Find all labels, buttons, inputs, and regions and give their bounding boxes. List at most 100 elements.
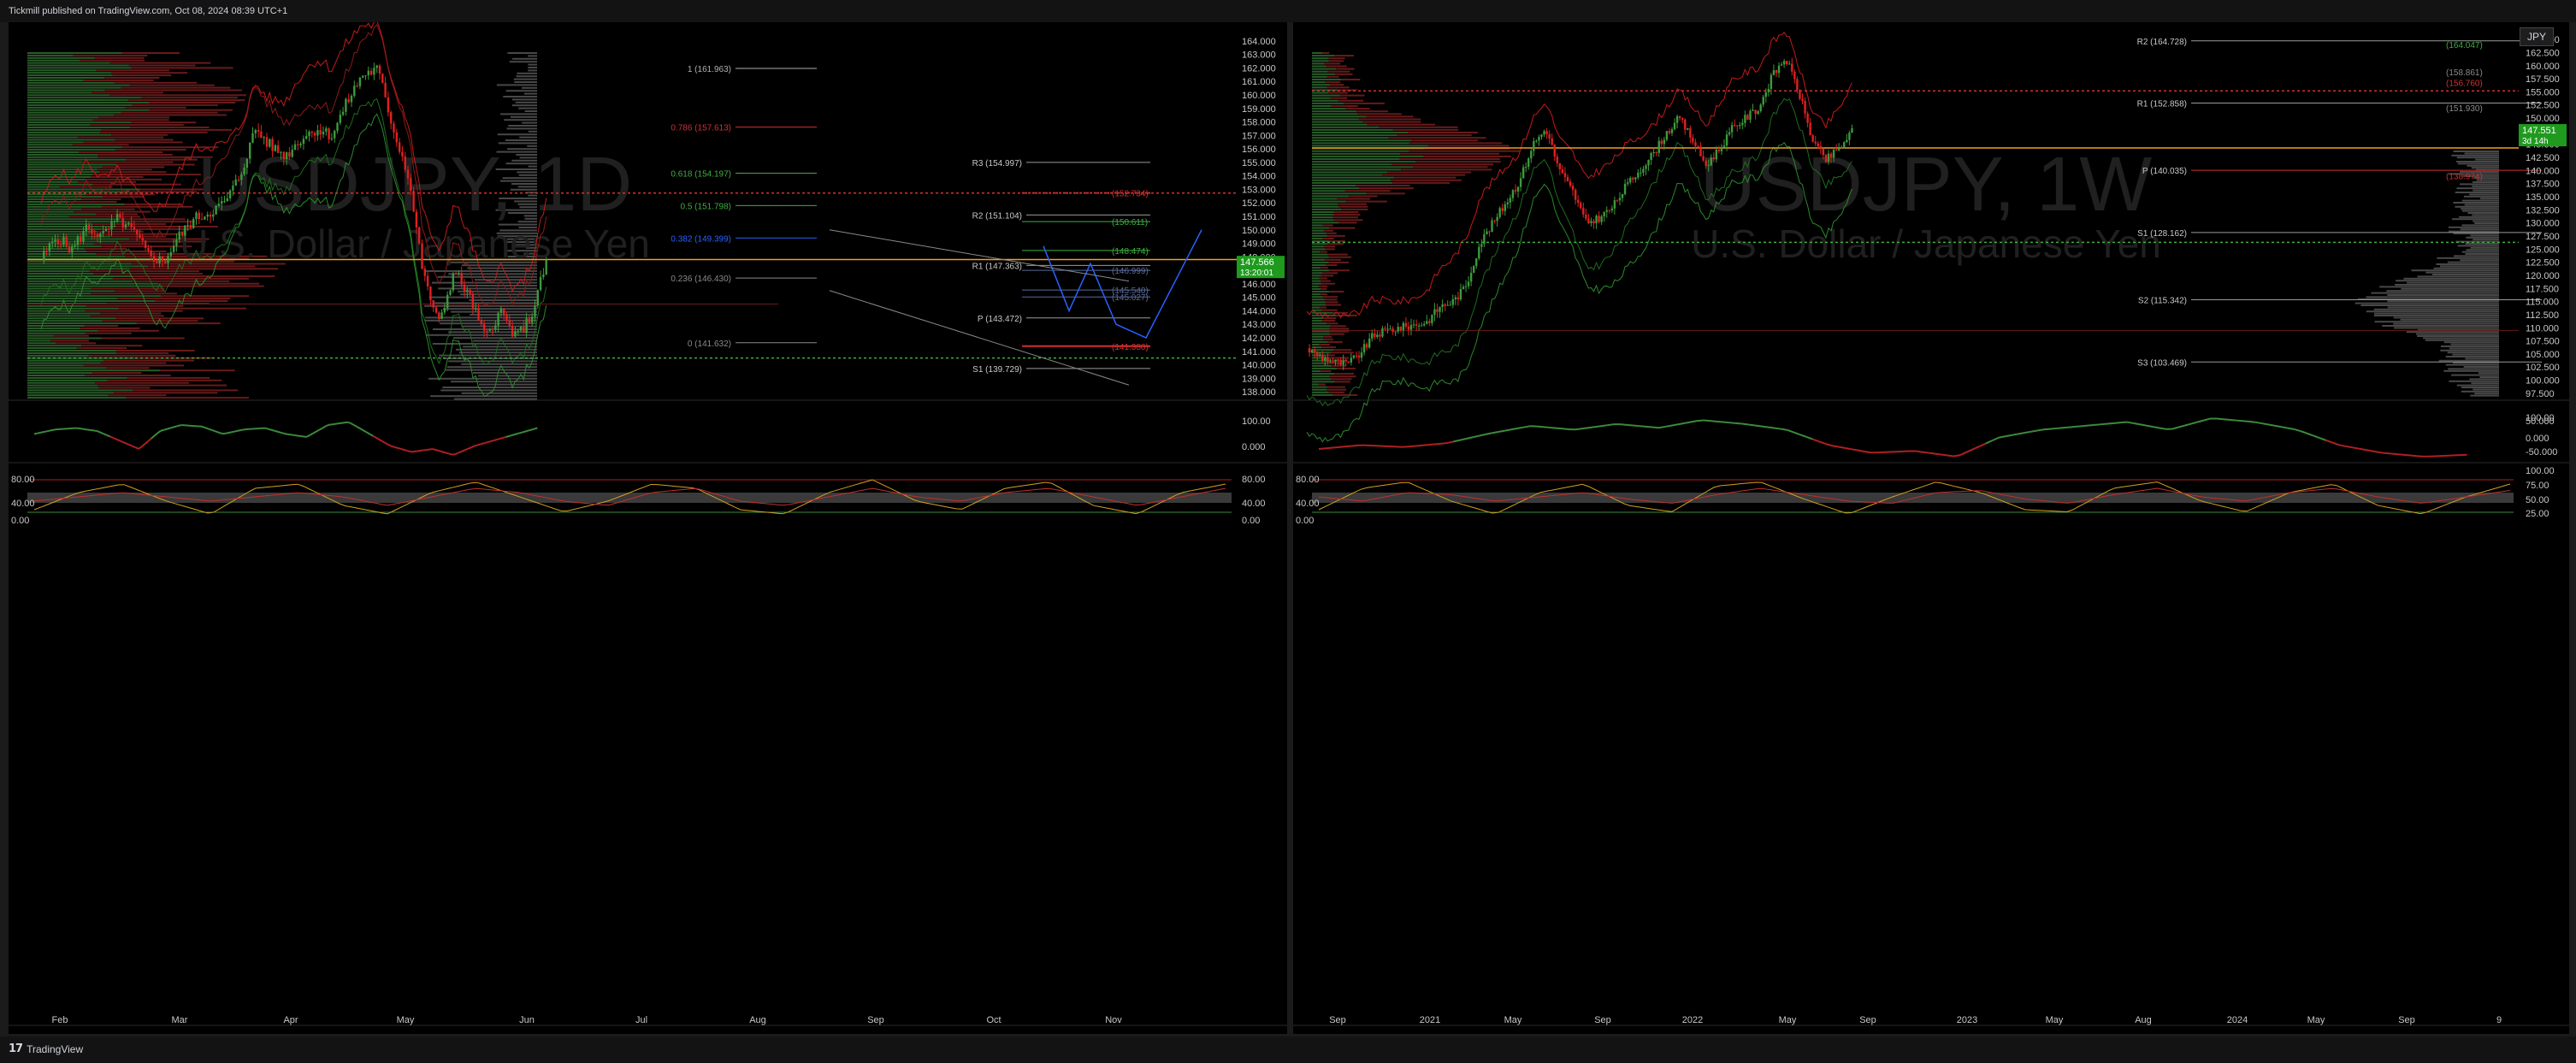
volume-profile-right-bar (527, 145, 537, 147)
volume-profile-buy-bar (1312, 134, 1397, 137)
candle-body (1840, 147, 1843, 149)
candle-body (1553, 145, 1556, 157)
candle-body (280, 151, 282, 153)
oscillator1-line (1684, 421, 1692, 424)
candle-body (274, 145, 277, 151)
candle-body (401, 151, 404, 156)
volume-profile-buy-bar (27, 180, 79, 183)
candle-body (1788, 63, 1791, 65)
volume-profile-buy-bar (27, 139, 115, 141)
candle-body (299, 144, 302, 145)
volume-profile-buy-bar (27, 334, 54, 337)
volume-profile-sell-bar (97, 168, 152, 171)
volume-profile-right-bar (514, 81, 537, 83)
volume-profile-sell-bar (1332, 216, 1358, 219)
volume-profile-right-bar (2458, 216, 2499, 218)
volume-profile-right-bar (451, 381, 537, 383)
pivot-level-label: S1 (139.729) (972, 365, 1022, 375)
volume-profile-buy-bar (1312, 110, 1356, 113)
volume-profile-sell-bar (1345, 200, 1387, 203)
candle-body (531, 316, 534, 323)
tradingview-logo[interactable]: 17 TradingView (9, 1042, 83, 1055)
oscillator1-line (1959, 451, 1967, 457)
oscillator1-line (2024, 430, 2031, 434)
candle-body (1725, 134, 1728, 146)
volume-profile-right-bar (2456, 384, 2499, 387)
oscillator1-line (296, 434, 300, 437)
oscillator1-axis-tick: 0.000 (1242, 442, 1266, 452)
volume-profile-right-bar (518, 174, 537, 176)
candle-body (180, 231, 184, 236)
oscillator1-line (122, 440, 127, 445)
candle-body (432, 300, 434, 308)
oscillator1-line (381, 440, 387, 444)
time-axis-tick: May (1779, 1015, 1797, 1025)
volume-profile-right-bar (2457, 162, 2499, 165)
candle-body (1730, 125, 1734, 133)
candle-body (1811, 135, 1814, 142)
oscillator1-line (417, 450, 421, 452)
volume-profile-sell-bar (114, 114, 227, 116)
candle-body (1511, 190, 1515, 198)
volume-profile-buy-bar (27, 133, 112, 136)
volume-profile-sell-bar (1328, 256, 1352, 258)
volume-profile-sell-bar (1400, 152, 1500, 155)
candle-body (169, 251, 172, 257)
candle-body (291, 150, 293, 157)
candle-body (523, 326, 525, 334)
oscillator1-line (2146, 424, 2154, 428)
time-axis-tick: May (2307, 1015, 2325, 1025)
volume-profile-right-bar (2464, 204, 2499, 206)
candle-body (144, 240, 147, 248)
weekly-chart-panel[interactable]: USDJPY, 1W U.S. Dollar / Japanese Yen R2 (… (1293, 22, 2569, 1034)
oscillator1-line (387, 444, 393, 447)
candle-body (534, 305, 536, 317)
oscillator1-line (2043, 428, 2051, 431)
volume-profile-buy-bar (27, 387, 99, 389)
candle-body (398, 142, 401, 152)
oscillator1-line (2018, 432, 2025, 435)
volume-profile-buy-bar (1312, 84, 1331, 86)
volume-profile-buy-bar (1312, 301, 1326, 304)
currency-badge[interactable]: JPY (2520, 27, 2555, 46)
volume-profile-right-bar (495, 209, 537, 211)
candle-body (364, 75, 367, 77)
volume-profile-sell-bar (1320, 282, 1336, 285)
oscillator1-line (404, 449, 408, 452)
volume-profile-buy-bar (1312, 211, 1334, 213)
candle-body (1749, 110, 1752, 121)
volume-profile-right-bar (469, 299, 537, 301)
volume-profile-buy-bar (27, 74, 113, 77)
volume-profile-right-bar (446, 369, 537, 371)
volume-profile-buy-bar (27, 84, 130, 86)
volume-profile-sell-bar (129, 268, 279, 270)
candle-body (542, 274, 545, 277)
oscillator1-line (91, 429, 95, 432)
volume-profile-sell-bar (83, 364, 185, 367)
oscillator1-line (322, 425, 326, 429)
candle-body (505, 315, 508, 321)
volume-profile-buy-bar (27, 124, 91, 127)
volume-profile-sell-bar (127, 99, 245, 102)
volume-profile-sell-bar (1338, 99, 1364, 102)
candle-body (1357, 355, 1361, 358)
candle-body (1618, 198, 1622, 201)
oscillator1-line (420, 449, 424, 452)
oscillator1-line (400, 448, 405, 452)
daily-chart-panel[interactable]: USDJPY, 1D U.S. Dollar / Japanese Yen 1 (1… (9, 22, 1287, 1034)
candle-body (415, 211, 418, 227)
volume-profile-sell-bar (1390, 179, 1462, 181)
time-axis-tick: Apr (283, 1015, 298, 1025)
oscillator1-line (2236, 419, 2243, 422)
volume-profile-sell-bar (107, 379, 222, 381)
price-axis-tick: 102.500 (2526, 363, 2560, 373)
candle-body (1326, 357, 1329, 363)
volume-profile-buy-bar (1312, 55, 1335, 57)
volume-profile-right-bar (2393, 322, 2499, 325)
volume-profile-sell-bar (1339, 94, 1365, 97)
volume-profile-right-bar (511, 183, 537, 185)
candle-body (302, 139, 305, 145)
volume-profile-buy-bar (27, 310, 86, 312)
